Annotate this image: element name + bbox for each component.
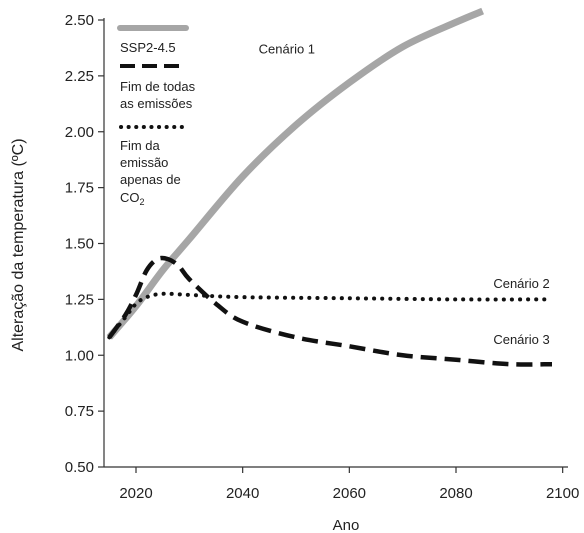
legend-label-co2-line4: CO2 xyxy=(120,190,145,207)
x-tick-label: 2080 xyxy=(439,485,472,502)
y-tick-label: 1.00 xyxy=(65,347,94,364)
x-tick-label: 2100 xyxy=(546,485,579,502)
y-tick-label: 1.25 xyxy=(65,291,94,308)
annotations: Cenário 1 Cenário 3 Cenário 2 xyxy=(259,42,550,348)
x-tick-label: 2060 xyxy=(333,485,366,502)
y-tick-label: 0.75 xyxy=(65,403,94,420)
y-ticks: 0.50 0.75 1.00 1.25 1.50 1.75 2.00 2.25 2.50 xyxy=(65,12,104,476)
series-line-co2 xyxy=(107,291,554,340)
y-tick-label: 2.25 xyxy=(65,68,94,85)
scenario-label-ssp: Cenário 1 xyxy=(259,42,315,57)
x-tick-label: 2040 xyxy=(226,485,259,502)
series-line-ssp xyxy=(106,7,485,340)
y-tick-label: 1.75 xyxy=(65,180,94,197)
legend-label-all-line2: as emissões xyxy=(120,96,193,111)
y-axis-title: Alteração da temperatura (ºC) xyxy=(10,138,27,351)
x-ticks: 2020 2040 2060 2080 2100 xyxy=(119,467,579,502)
legend-label-ssp: SSP2-4.5 xyxy=(120,40,176,55)
legend-label-co2-line1: Fim da xyxy=(120,138,161,153)
scenario-label-co2: Cenário 2 xyxy=(493,276,549,291)
legend: SSP2-4.5 Fim de todas as emissões Fim da… xyxy=(117,25,196,207)
legend-label-co2-sub: 2 xyxy=(140,197,145,207)
series-line-all xyxy=(107,255,553,367)
legend-label-co2-line2: emissão xyxy=(120,155,168,170)
y-tick-label: 1.50 xyxy=(65,236,94,253)
legend-label-co2-line3: apenas de xyxy=(120,172,181,187)
y-tick-label: 0.50 xyxy=(65,459,94,476)
y-tick-label: 2.50 xyxy=(65,12,94,29)
series-layer xyxy=(106,7,554,367)
scenario-label-all: Cenário 3 xyxy=(493,332,549,347)
y-tick-label: 2.00 xyxy=(65,124,94,141)
legend-label-all-line1: Fim de todas xyxy=(120,79,196,94)
x-axis-title: Ano xyxy=(333,517,360,533)
legend-label-co2-main: CO xyxy=(120,190,140,205)
x-tick-label: 2020 xyxy=(119,485,152,502)
